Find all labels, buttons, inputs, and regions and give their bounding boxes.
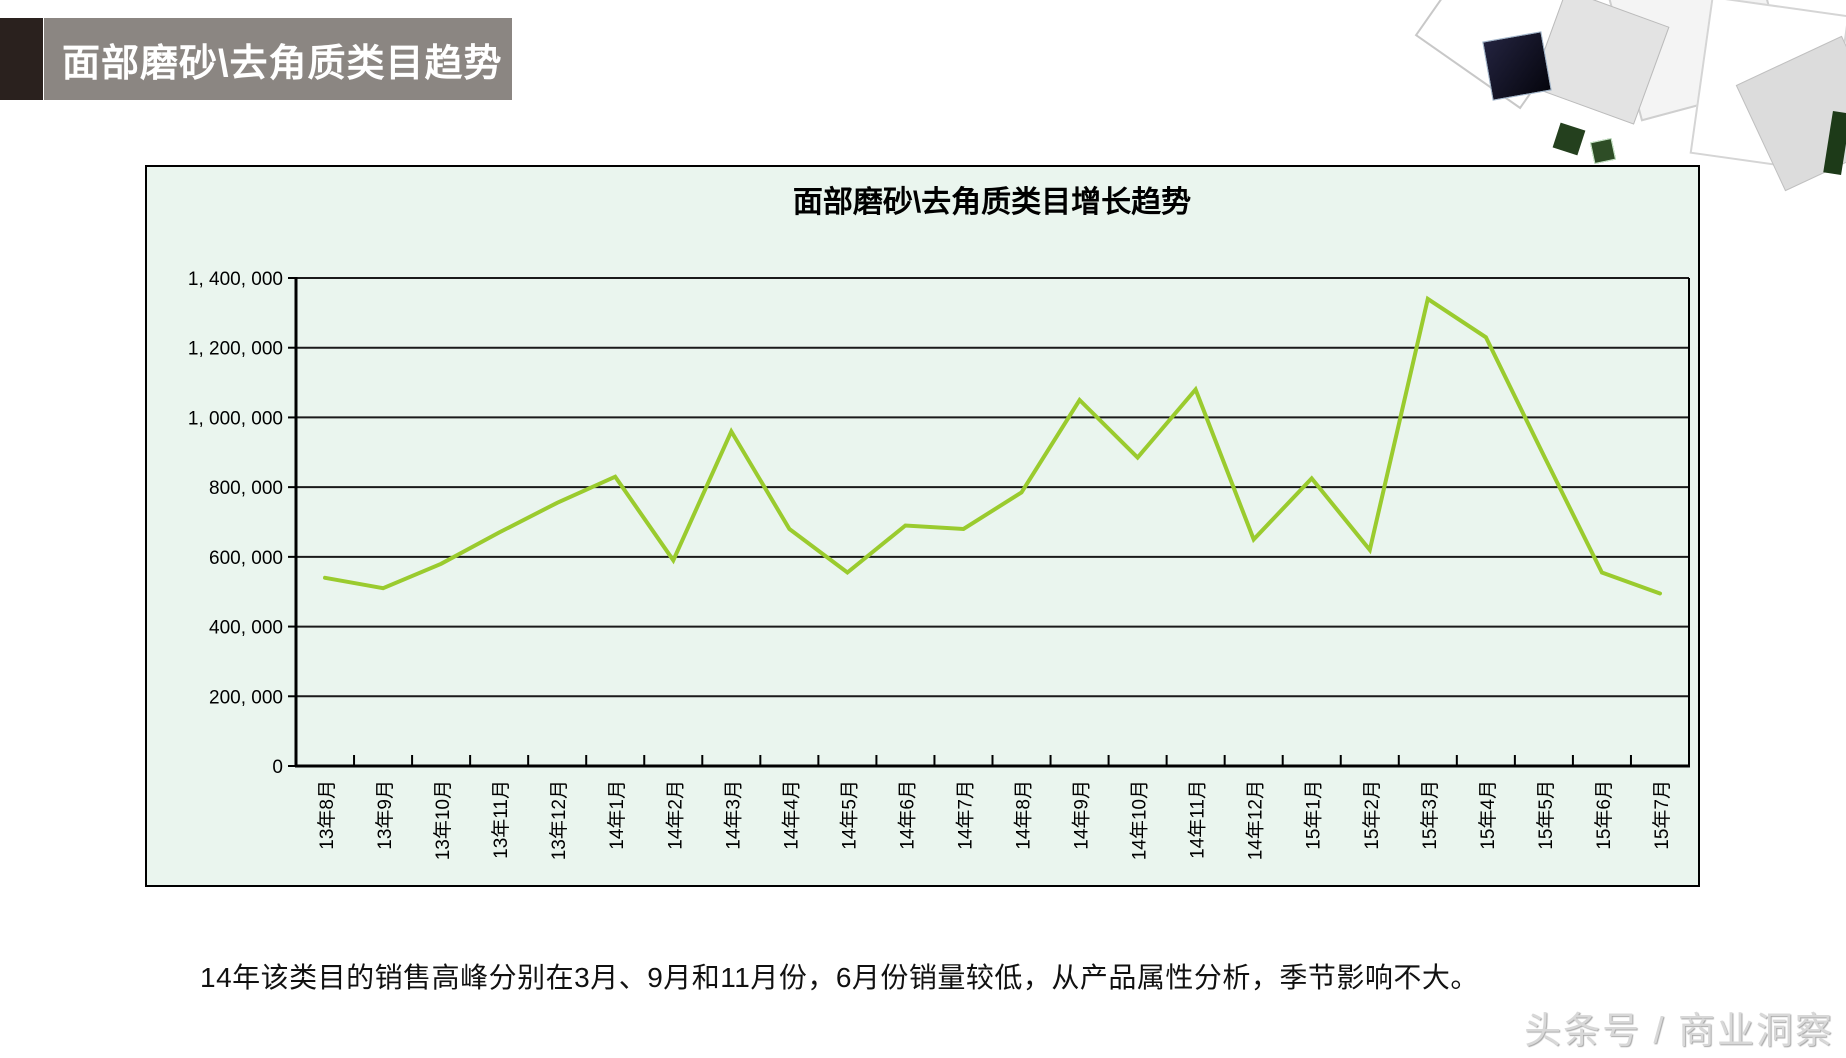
x-axis-label: 14年4月	[780, 780, 802, 850]
x-axis-label: 13年12月	[548, 780, 570, 860]
header-accent-block	[0, 18, 43, 100]
x-axis-label: 14年6月	[896, 780, 918, 850]
x-axis-label: 15年6月	[1593, 780, 1615, 850]
x-axis-label: 14年2月	[664, 780, 686, 850]
x-axis-label: 13年9月	[374, 780, 396, 850]
caption-text: 14年该类目的销售高峰分别在3月、9月和11月份，6月份销量较低，从产品属性分析…	[200, 962, 1479, 993]
decorative-square	[1735, 35, 1846, 192]
x-axis-label: 13年10月	[432, 780, 454, 860]
y-axis-label: 400, 000	[209, 618, 283, 639]
y-axis-label: 0	[272, 757, 283, 778]
y-axis-label: 1, 200, 000	[188, 339, 283, 360]
chart-title: 面部磨砂\去角质类目增长趋势	[792, 186, 1192, 219]
decorative-square	[1603, 0, 1791, 122]
chart-plot: 0 200, 000 400, 000 600, 000 800, 000 1, 000,…	[188, 269, 1690, 860]
decorative-square	[1552, 122, 1586, 156]
x-axis-label: 15年7月	[1651, 780, 1673, 850]
x-axis-label: 15年3月	[1419, 780, 1441, 850]
x-axis-label: 15年5月	[1535, 780, 1557, 850]
x-axis-label: 15年2月	[1361, 780, 1383, 850]
decorative-square	[1589, 137, 1617, 165]
x-axis-label: 13年8月	[316, 780, 338, 850]
y-axis-label: 800, 000	[209, 478, 283, 499]
x-axis-label: 14年7月	[954, 780, 976, 850]
x-axis-label: 14年11月	[1187, 780, 1209, 859]
page-title: 面部磨砂\去角质类目趋势	[62, 42, 503, 85]
page-title-bar: 面部磨砂\去角质类目趋势	[44, 18, 512, 100]
decorative-square	[1414, 0, 1595, 110]
x-axis-label: 14年9月	[1071, 780, 1093, 850]
x-axis-label: 14年8月	[1013, 780, 1035, 850]
y-axis-label: 1, 000, 000	[188, 408, 283, 429]
x-axis-label: 14年10月	[1129, 780, 1151, 860]
decorative-square	[1689, 0, 1846, 173]
y-axis-label: 1, 400, 000	[188, 269, 283, 290]
trend-line	[323, 295, 1662, 596]
decorative-square	[1823, 110, 1846, 176]
x-axis-label: 15年1月	[1303, 780, 1325, 850]
y-axis-label: 200, 000	[209, 687, 283, 708]
x-axis-label: 14年12月	[1245, 780, 1267, 860]
x-axis-label: 14年5月	[838, 780, 860, 850]
x-axis-label: 14年3月	[722, 780, 744, 850]
x-axis-label: 15年4月	[1477, 780, 1499, 850]
chart-container: 面部磨砂\去角质类目增长趋势 0 200, 000 400, 000 600, 000…	[145, 165, 1700, 887]
decorative-square	[1530, 0, 1670, 125]
y-axis-label: 600, 000	[209, 548, 283, 569]
watermark: 头条号 / 商业洞察	[1524, 1010, 1834, 1051]
x-axis-label: 13年11月	[490, 780, 512, 859]
x-axis-label: 14年1月	[606, 780, 628, 850]
decorative-square	[1482, 31, 1552, 101]
